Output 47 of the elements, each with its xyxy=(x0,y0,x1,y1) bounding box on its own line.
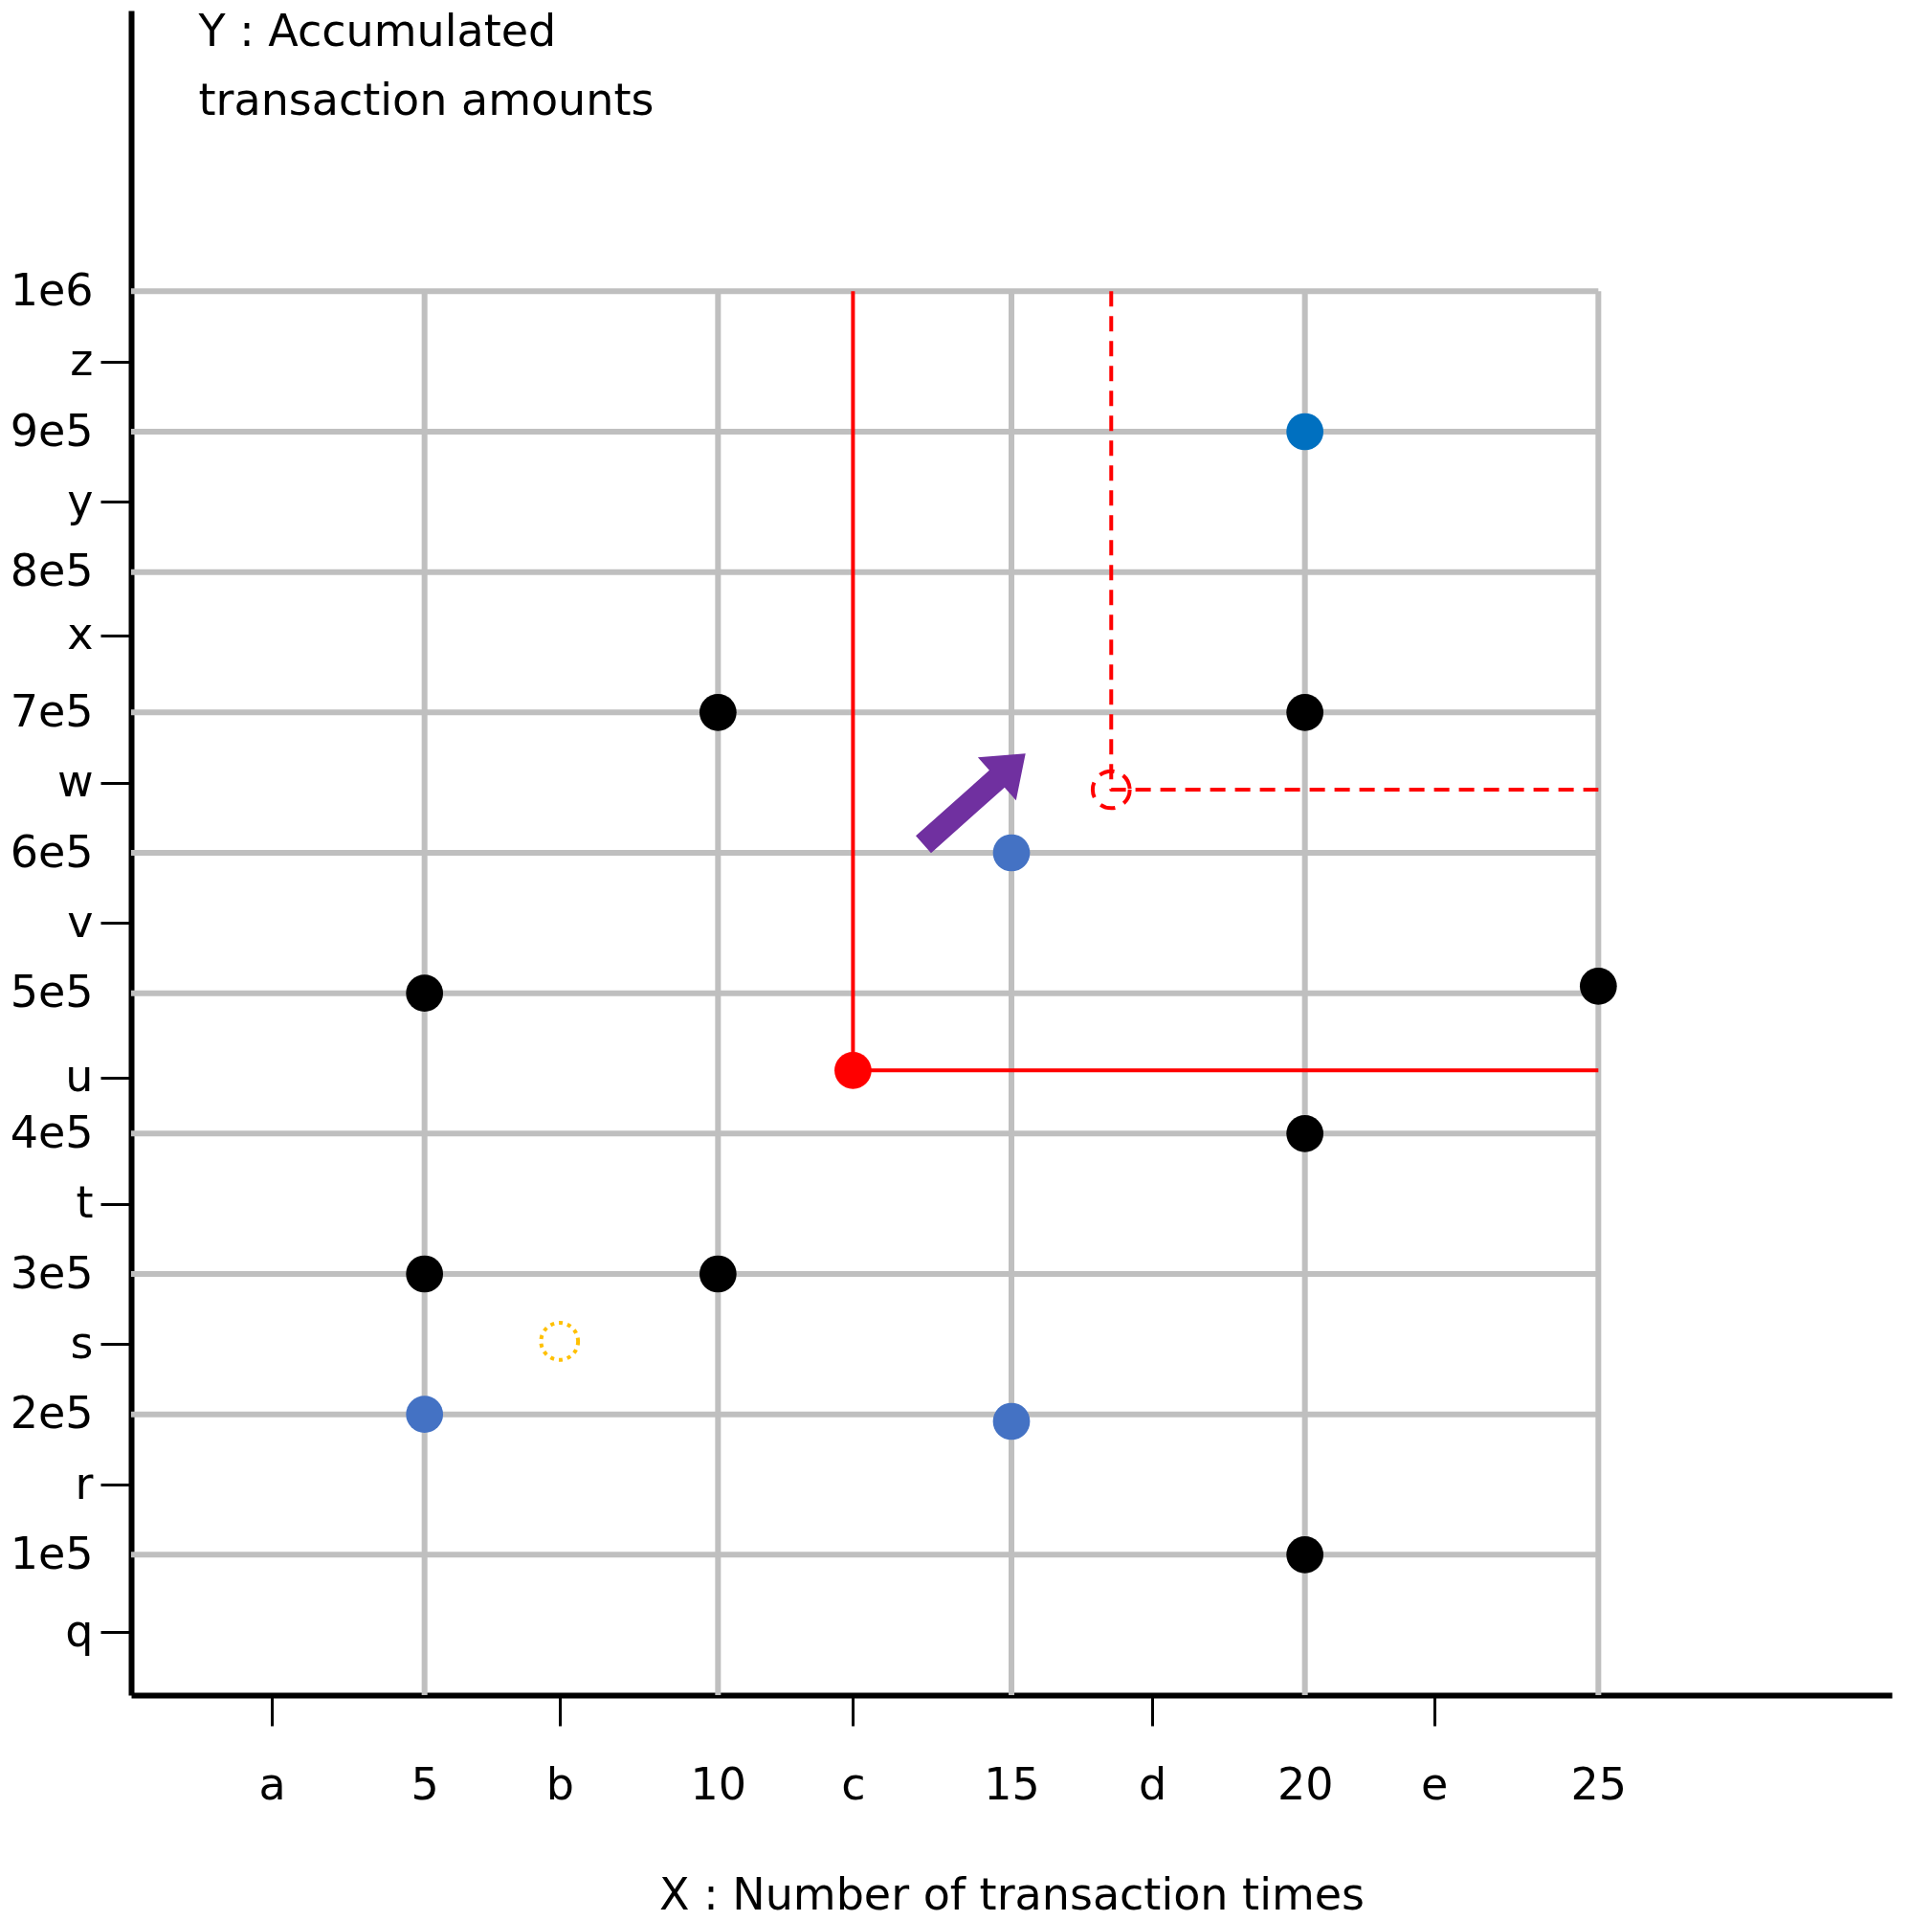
x-tick-label: e xyxy=(1420,1757,1449,1810)
point xyxy=(699,1255,737,1293)
point xyxy=(406,1255,444,1293)
point xyxy=(1286,1115,1324,1152)
y-tick-label: r xyxy=(75,1457,94,1509)
point xyxy=(699,694,737,731)
x-tick-label: a xyxy=(258,1757,286,1810)
point xyxy=(1286,694,1324,731)
point xyxy=(406,974,444,1012)
y-tick-label: 4e5 xyxy=(10,1106,94,1158)
x-tick-label: d xyxy=(1139,1757,1167,1810)
y-tick-label: s xyxy=(70,1316,94,1369)
y-tick-label: t xyxy=(76,1176,94,1229)
y-tick-label: 1e6 xyxy=(10,263,94,316)
y-tick-label: 8e5 xyxy=(10,545,94,597)
x-axis-title: X : Number of transaction times xyxy=(659,1867,1365,1920)
point xyxy=(406,1396,444,1433)
x-tick-label: 10 xyxy=(690,1757,747,1810)
point xyxy=(992,834,1031,872)
point xyxy=(1286,1536,1324,1574)
point xyxy=(1579,968,1617,1005)
point xyxy=(1286,413,1324,451)
x-tick-label: 15 xyxy=(984,1757,1040,1810)
y-tick-label: u xyxy=(65,1050,94,1103)
y-axis-title: Y : Accumulated transaction amounts xyxy=(197,4,655,125)
y-tick-label: 6e5 xyxy=(10,825,94,878)
point xyxy=(834,1052,872,1089)
x-tick-label: 20 xyxy=(1277,1757,1334,1810)
point xyxy=(1090,769,1132,811)
x-tick-label: 25 xyxy=(1570,1757,1628,1810)
y-tick-label: 5e5 xyxy=(10,966,94,1018)
y-tick-label: 9e5 xyxy=(10,404,94,457)
y-tick-label: 1e5 xyxy=(10,1527,94,1579)
x-tick-label: c xyxy=(841,1757,866,1810)
x-tick-label: b xyxy=(545,1757,574,1810)
y-tick-label: y xyxy=(67,474,94,526)
y-tick-label: 2e5 xyxy=(10,1387,94,1440)
point xyxy=(992,1402,1031,1441)
y-tick-label: x xyxy=(67,608,94,660)
y-tick-label: z xyxy=(70,334,94,387)
point xyxy=(539,1321,581,1362)
y-tick-label: 3e5 xyxy=(10,1246,94,1299)
x-tick-label: 5 xyxy=(411,1757,439,1810)
y-tick-label: w xyxy=(56,755,94,808)
y-tick-label: q xyxy=(65,1604,94,1657)
y-tick-label: v xyxy=(67,895,94,948)
y-tick-label: 7e5 xyxy=(10,684,94,737)
